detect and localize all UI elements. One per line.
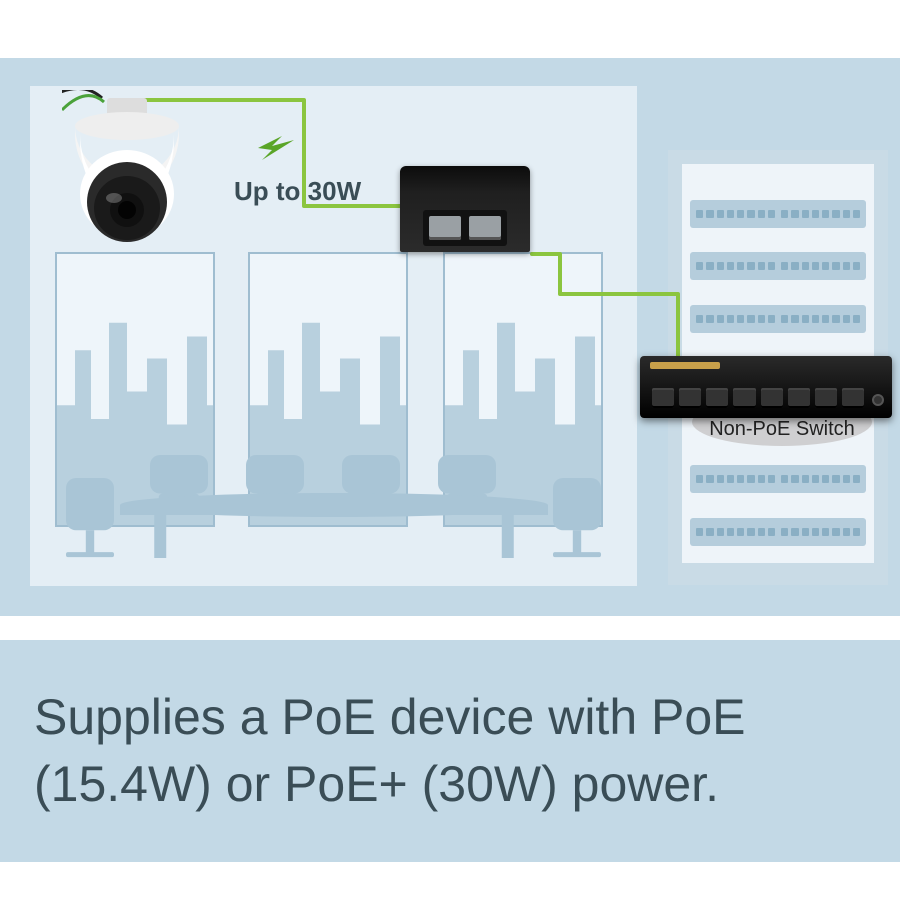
switch-port-1 [652,388,674,408]
poe-injector [400,166,530,252]
mid-gap [0,616,900,640]
injector-face [423,210,506,246]
diagram-canvas: Up to 30W Non-PoE Switch Supplies a PoE d… [0,0,900,900]
switch-dc-jack-icon [872,394,884,406]
injector-port-2 [469,216,501,240]
non-poe-switch [640,356,892,418]
injector-port-1 [429,216,461,240]
switch-brand-icon [650,362,720,369]
caption-band: Supplies a PoE device with PoE (15.4W) o… [0,640,900,862]
caption-text: Supplies a PoE device with PoE (15.4W) o… [34,684,866,819]
switch-ports [652,388,864,408]
power-label: Up to 30W [234,176,361,207]
switch-port-7 [815,388,837,408]
switch-label: Non-PoE Switch [709,418,855,441]
switch-port-2 [679,388,701,408]
power-bolt-icon [258,136,294,160]
switch-port-8 [842,388,864,408]
switch-port-5 [761,388,783,408]
switch-port-6 [788,388,810,408]
switch-port-4 [733,388,755,408]
bottom-margin [0,862,900,900]
switch-port-3 [706,388,728,408]
ptz-camera [62,90,192,260]
